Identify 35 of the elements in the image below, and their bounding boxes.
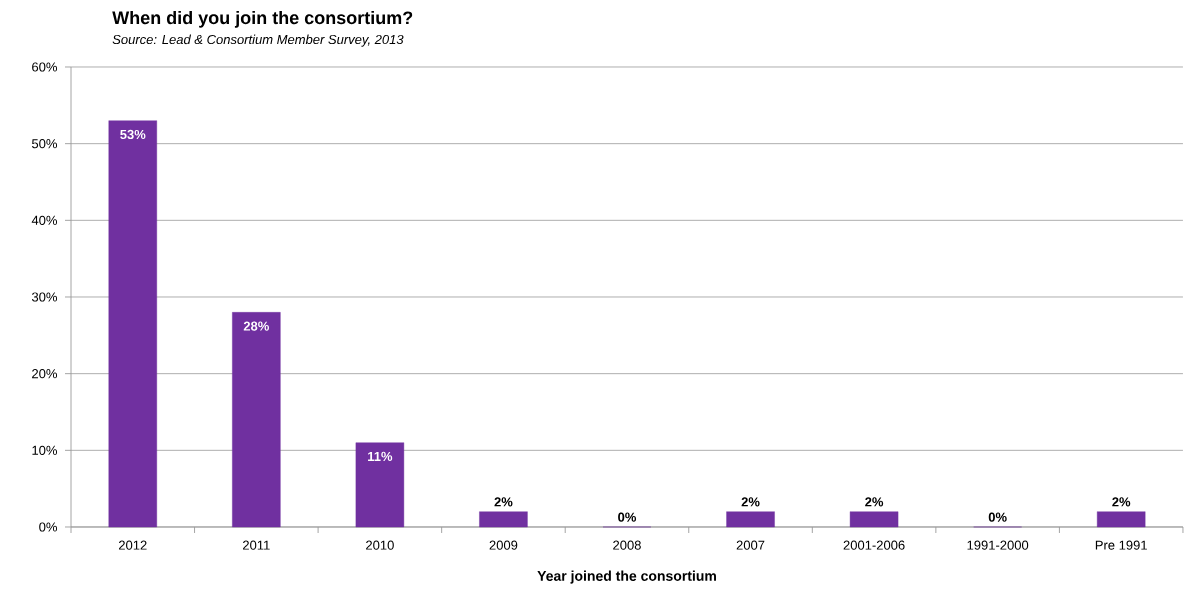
bar: [108, 120, 157, 528]
x-tick-label: 2008: [613, 540, 641, 550]
y-tick-label: 60%: [32, 62, 58, 72]
y-tick-label: 0%: [39, 522, 58, 532]
x-tick-label: 2010: [366, 540, 394, 550]
chart-subtitle: Source: Lead & Consortium Member Survey, 2013: [112, 34, 404, 47]
data-label: 0%: [988, 512, 1007, 522]
data-label: 53%: [120, 129, 146, 140]
x-tick-label: 2001-2006: [843, 540, 905, 550]
bar: [849, 511, 899, 528]
y-tick-label: 10%: [32, 445, 58, 455]
data-label: 2%: [865, 497, 884, 507]
data-label: 28%: [243, 321, 269, 331]
data-label: 2%: [1112, 497, 1131, 507]
data-label: 2%: [494, 497, 513, 507]
y-tick-label: 40%: [31, 215, 58, 225]
bar: [726, 511, 775, 528]
x-tick-label: 2011: [243, 540, 270, 550]
x-tick-label: 2007: [736, 540, 765, 550]
bar: [1096, 511, 1146, 528]
bar: [355, 442, 405, 528]
y-tick-label: 50%: [31, 139, 58, 149]
x-axis-title: Year joined the consortium: [537, 570, 716, 584]
chart-title: When did you join the consortium?: [112, 10, 413, 28]
data-label: 11%: [368, 451, 393, 462]
bar: [479, 511, 528, 528]
data-label: 2%: [741, 497, 760, 507]
y-tick-label: 20%: [32, 369, 58, 379]
x-tick-label: Pre 1991: [1095, 540, 1147, 550]
data-label: 0%: [618, 512, 637, 522]
bar: [232, 312, 281, 528]
x-tick-label: 1991-2000: [967, 540, 1029, 550]
x-tick-label: 2012: [118, 540, 147, 550]
x-tick-label: 2009: [489, 540, 518, 550]
y-tick-label: 30%: [31, 292, 58, 302]
